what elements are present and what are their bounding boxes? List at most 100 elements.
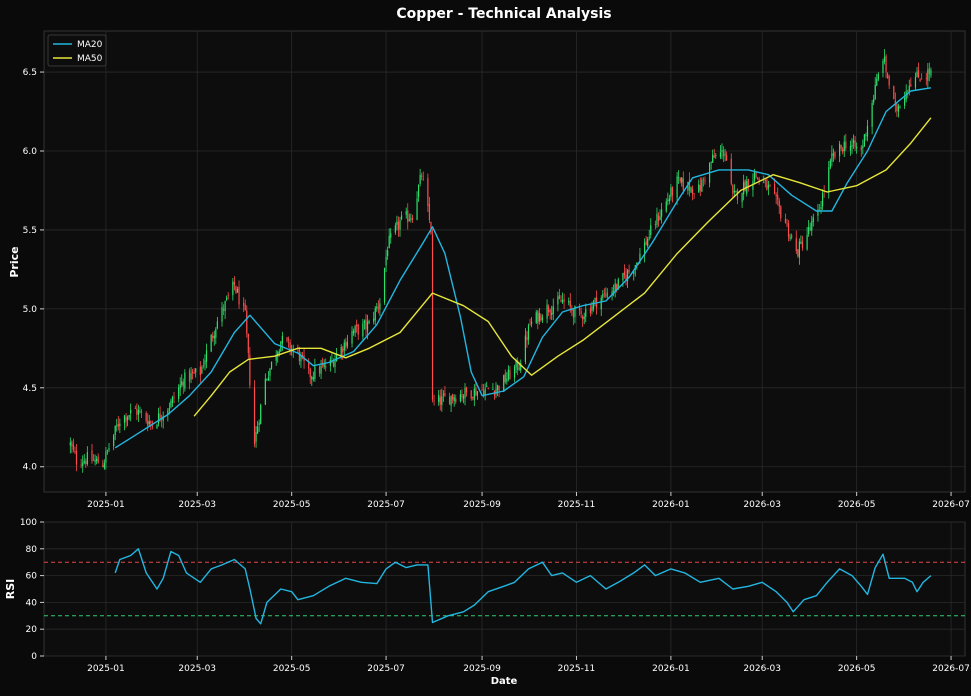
candle-body (351, 331, 353, 344)
candle-body (628, 269, 630, 273)
candle-body (221, 307, 223, 322)
candle-body (921, 78, 923, 80)
candle-body (756, 177, 759, 179)
candle-body (453, 397, 455, 402)
candle-body (114, 425, 116, 436)
candle-body (464, 387, 466, 398)
price-x-tick-label: 2025-07 (367, 500, 405, 510)
rsi-x-axis-label: Date (491, 676, 518, 687)
candle-body (75, 450, 78, 465)
candle-body (374, 308, 376, 321)
candle-body (168, 408, 170, 411)
candle-body (828, 167, 830, 193)
candle-body (899, 107, 901, 109)
candle-body (572, 309, 574, 318)
candle-body (455, 398, 457, 403)
series-line-ma20 (114, 87, 932, 449)
chart-legend: MA20 MA50 (47, 34, 107, 67)
candle-body (518, 368, 520, 370)
candle-body (774, 184, 776, 194)
candle-body (863, 134, 865, 147)
candle-body (170, 400, 172, 408)
candle-body (396, 221, 398, 225)
candle-body (930, 69, 932, 76)
candle-body (682, 178, 684, 190)
candle-body (278, 351, 280, 354)
candle-body (558, 295, 561, 299)
candle-body (643, 242, 646, 256)
candle-body (441, 396, 443, 406)
candle-body (701, 179, 703, 192)
candle-body (148, 421, 150, 425)
candle-body (442, 394, 444, 396)
candle-body (916, 71, 918, 78)
candle-body (390, 233, 392, 238)
candle-body (178, 387, 180, 399)
candle-body (866, 125, 869, 137)
candle-body (623, 271, 626, 276)
candle-body (777, 195, 779, 200)
chart-title: Copper - Technical Analysis (396, 6, 611, 22)
candle-body (726, 155, 728, 161)
candle-body (140, 411, 143, 413)
candle-body (179, 384, 181, 389)
candle-body (281, 335, 283, 344)
candle-body (473, 388, 475, 400)
candle-body (808, 226, 810, 234)
candle-body (383, 267, 386, 303)
candle-body (538, 312, 540, 322)
candle-body (201, 366, 203, 374)
candle-body (778, 200, 780, 207)
price-panel: 4.0 4.5 5.0 5.5 6.0 6.5 2025-01 2025-03 2025-05… (8, 30, 970, 510)
candle-body (540, 314, 542, 321)
candle-body (340, 346, 342, 357)
candle-body (561, 299, 564, 303)
candle-body (583, 316, 585, 319)
candle-body (94, 459, 96, 463)
candle-body (527, 325, 530, 340)
candle-body (605, 294, 607, 296)
candle-body (266, 379, 268, 380)
candle-body (243, 302, 245, 306)
candle-body (399, 220, 401, 230)
candle-body (430, 222, 432, 234)
candle-body (325, 366, 327, 368)
price-x-tick-label: 2025-11 (558, 500, 596, 510)
candle-body (238, 286, 240, 305)
candle-body (102, 465, 104, 468)
rsi-x-tick-label: 2025-05 (273, 664, 311, 674)
candle-body (851, 144, 853, 147)
candle-body (298, 349, 301, 362)
candle-body (735, 191, 737, 193)
candle-body (431, 234, 434, 400)
price-y-axis-label: Price (8, 246, 21, 277)
candle-body (865, 134, 867, 136)
candle-body (845, 141, 847, 149)
candle-body (86, 452, 88, 465)
rsi-y-tick-label: 100 (20, 518, 37, 528)
candle-body (513, 366, 516, 378)
candle-body (476, 391, 479, 396)
price-x-tick-label: 2025-01 (87, 500, 125, 510)
candle-body (357, 324, 359, 335)
candle-body (226, 297, 228, 300)
candle-body (394, 225, 396, 233)
rsi-y-tick-label: 0 (31, 652, 37, 662)
candle-body (877, 74, 879, 80)
candle-body (661, 209, 663, 217)
candle-body (670, 187, 672, 198)
candle-body (752, 180, 754, 190)
candle-body (633, 271, 635, 274)
candle-body (145, 413, 147, 421)
candle-body (614, 283, 616, 292)
candle-body (407, 210, 409, 223)
candle-body (574, 305, 576, 317)
candle-body (537, 310, 539, 324)
candle-body (594, 297, 596, 302)
candle-body (730, 158, 732, 184)
candle-body (743, 181, 745, 195)
rsi-y-ticks: 0 20 40 60 80 100 (20, 518, 44, 662)
price-y-tick-label: 5.0 (23, 305, 38, 315)
candle-body (529, 324, 531, 326)
candle-body (589, 308, 592, 313)
